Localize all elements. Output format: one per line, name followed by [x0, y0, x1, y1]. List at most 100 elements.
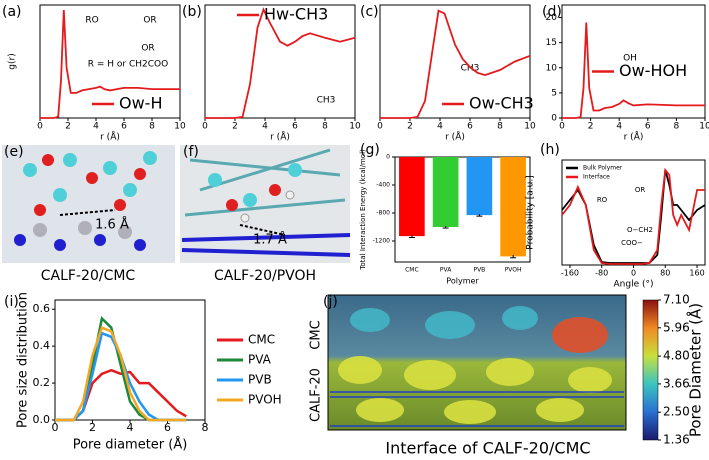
- caption: CALF-20/PVOH: [214, 268, 316, 284]
- legend-label: Ow-CH3: [469, 94, 534, 113]
- legend-label: Hw-CH3: [264, 5, 328, 24]
- region-label: CALF-20: [309, 368, 324, 422]
- data-line: [40, 9, 180, 119]
- distance-label: 1.6 Å: [95, 217, 129, 233]
- y-tick-label: -400: [376, 182, 390, 189]
- x-tick-label: 2: [89, 421, 96, 434]
- legend-label: Interface: [583, 174, 610, 181]
- x-tick-label: 0: [631, 269, 636, 278]
- bar: [399, 157, 425, 237]
- x-tick-label: 8: [202, 421, 209, 434]
- y-axis-label: Total Interaction Energy (kcal/mol): [359, 149, 367, 271]
- panel-label: (c): [360, 4, 379, 20]
- y-axis-label: Probability [a.u.]: [526, 175, 536, 249]
- colorbar-tick-label: 3.66: [663, 376, 690, 390]
- x-tick-label: -80: [595, 269, 608, 278]
- legend-label: PVB: [248, 373, 272, 387]
- panel-label: (j): [323, 294, 338, 310]
- annotation: COO−: [621, 239, 643, 247]
- plot-frame: [561, 4, 706, 119]
- colorbar-tick-label: 2.50: [663, 405, 690, 419]
- y-tick-label: 0.6: [33, 302, 51, 315]
- annotation: OR: [635, 186, 646, 194]
- legend-label: Ow-H: [119, 94, 162, 113]
- data-line: [205, 7, 356, 119]
- panel-label: (g): [360, 142, 380, 158]
- panel-label: (e): [4, 144, 24, 160]
- x-tick-label: 8: [322, 122, 328, 132]
- y-axis-label: g(r): [8, 53, 18, 69]
- x-axis-label: Pore diameter (Å): [73, 437, 188, 453]
- y-tick-label: 15: [546, 38, 557, 48]
- x-tick-label: 6: [467, 122, 473, 132]
- x-axis-label: r (Å): [624, 131, 644, 143]
- data-line: [380, 9, 531, 119]
- x-tick-label: 4: [437, 122, 443, 132]
- plot-frame: [39, 4, 181, 119]
- x-tick-label: 6: [645, 122, 651, 132]
- annotation: OR: [143, 16, 156, 26]
- data-line: [55, 331, 187, 422]
- x-tick-label: PVA: [440, 267, 452, 274]
- x-tick-label: -160: [561, 269, 579, 278]
- x-tick-label: 2: [65, 122, 71, 132]
- x-tick-label: 10: [349, 122, 361, 132]
- colorbar-tick-label: 7.10: [663, 293, 690, 307]
- panel-label: (d): [542, 4, 562, 20]
- plot-frame: [204, 4, 356, 119]
- y-tick-label: -1200: [373, 238, 391, 245]
- plot-frame: [379, 4, 531, 119]
- annotation: CH3: [461, 64, 480, 74]
- annotation: CH3: [317, 96, 336, 106]
- x-tick-label: 8: [674, 122, 680, 132]
- panel-label: (i): [4, 294, 19, 310]
- x-tick-label: 10: [174, 122, 186, 132]
- y-tick-label: 0: [386, 154, 390, 161]
- x-tick-label: 0: [559, 122, 565, 132]
- x-tick-label: 2: [588, 122, 594, 132]
- panel-label: (a): [2, 4, 22, 20]
- distance-label: 1.7 Å: [253, 232, 287, 248]
- panel-label: (f): [183, 144, 199, 160]
- colorbar-tick-label: 5.96: [663, 320, 690, 334]
- x-tick-label: 8: [149, 122, 155, 132]
- render-e: 1.6 Å: [2, 145, 175, 263]
- data-line: [55, 368, 187, 422]
- y-axis-label: Pore size distribution: [16, 292, 31, 428]
- caption: Interface of CALF-20/CMC: [385, 439, 590, 458]
- y-tick-label: 5: [551, 88, 557, 98]
- x-tick-label: PVOH: [505, 267, 522, 274]
- legend-label: CMC: [248, 333, 275, 347]
- plot-frame: [394, 156, 531, 263]
- colorbar: [642, 299, 659, 441]
- x-tick-label: 6: [121, 122, 127, 132]
- annotation: OH: [623, 54, 637, 64]
- x-tick-label: 10: [699, 122, 709, 132]
- annotation: RO: [597, 196, 608, 204]
- x-tick-label: 80: [660, 269, 670, 278]
- render-j: [327, 294, 627, 431]
- x-tick-label: 0: [202, 122, 208, 132]
- panel-label: (h): [540, 142, 560, 158]
- annotation: RO: [85, 16, 98, 26]
- x-tick-label: 6: [292, 122, 298, 132]
- legend-label: Bulk Polymer: [583, 165, 623, 172]
- annotation: OR: [141, 44, 154, 54]
- x-tick-label: 4: [127, 421, 134, 434]
- data-line: [562, 22, 705, 119]
- legend-label: PVOH: [248, 393, 282, 407]
- x-tick-label: 0: [377, 122, 383, 132]
- y-tick-label: 10: [546, 63, 558, 73]
- data-line: [55, 326, 187, 422]
- bar: [432, 157, 459, 227]
- data-line: [561, 169, 706, 264]
- y-tick-label: 0.4: [33, 339, 51, 352]
- y-tick-label: 0: [551, 114, 557, 124]
- y-tick-label: 20: [546, 13, 558, 23]
- caption: CALF-20/CMC: [41, 268, 136, 284]
- y-tick-label: -800: [376, 210, 390, 217]
- x-axis-label: Angle (°): [614, 280, 654, 290]
- x-tick-label: 0: [52, 421, 59, 434]
- x-tick-label: 8: [497, 122, 503, 132]
